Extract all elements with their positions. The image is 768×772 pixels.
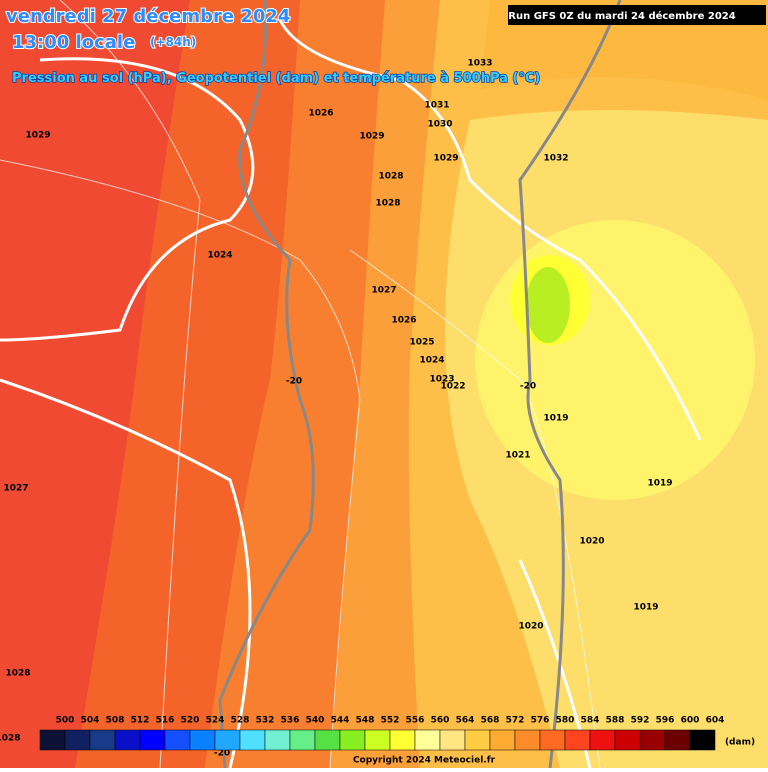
colorbar-cell	[164, 729, 191, 751]
colorbar-cell	[414, 729, 441, 751]
pressure-label: 1033	[467, 59, 492, 69]
colorbar-label: 512	[131, 716, 150, 726]
pressure-label: 1028	[0, 734, 21, 744]
pressure-label: 1022	[440, 382, 465, 392]
colorbar-label: 556	[406, 716, 425, 726]
colorbar-cell	[689, 729, 716, 751]
colorbar-label: 548	[356, 716, 375, 726]
colorbar-label: 524	[206, 716, 225, 726]
pressure-label: 1021	[505, 451, 530, 461]
run-info: Run GFS 0Z du mardi 24 décembre 2024	[508, 10, 735, 22]
colorbar-cell	[264, 729, 291, 751]
colorbar-cell	[664, 729, 691, 751]
colorbar-label: 508	[106, 716, 125, 726]
colorbar-cell	[39, 729, 66, 751]
colorbar-cell	[364, 729, 391, 751]
pressure-label: 1026	[308, 109, 333, 119]
colorbar-cell	[439, 729, 466, 751]
pressure-label: 1019	[633, 603, 658, 613]
colorbar-label: 584	[581, 716, 600, 726]
pressure-label: 1030	[427, 120, 452, 130]
pressure-label: 1023	[429, 375, 454, 385]
colorbar-cell	[539, 729, 566, 751]
colorbar-cell	[514, 729, 541, 751]
lead: (+84h)	[150, 35, 196, 49]
colorbar-cell	[214, 729, 241, 751]
pressure-label: 1029	[433, 154, 458, 164]
pressure-label: 1027	[3, 484, 28, 494]
colorbar-cell	[339, 729, 366, 751]
subtitle: Pression au sol (hPa), Geopotentiel (dam…	[12, 71, 540, 86]
colorbar-label: 568	[481, 716, 500, 726]
colorbar-cell	[564, 729, 591, 751]
pressure-label: 1032	[543, 154, 568, 164]
colorbar-cell	[189, 729, 216, 751]
colorbar-cell	[464, 729, 491, 751]
pressure-label: 1027	[371, 286, 396, 296]
colorbar-label: 580	[556, 716, 575, 726]
copyright: Copyright 2024 Meteociel.fr	[353, 756, 496, 766]
pressure-label: 1020	[518, 622, 543, 632]
pressure-label: -20	[520, 382, 536, 392]
colorbar-label: 572	[506, 716, 525, 726]
colorbar-label: 604	[706, 716, 725, 726]
colorbar-label: 588	[606, 716, 625, 726]
colorbar-cell	[89, 729, 116, 751]
colorbar-cell	[389, 729, 416, 751]
colorbar-label: 536	[281, 716, 300, 726]
pressure-label: 1019	[543, 414, 568, 424]
zone	[526, 267, 570, 343]
colorbar-label: 532	[256, 716, 275, 726]
colorbar-cell	[489, 729, 516, 751]
colorbar-label: 576	[531, 716, 550, 726]
pressure-label: 1028	[378, 172, 403, 182]
pressure-label: 1025	[409, 338, 434, 348]
pressure-label: 1031	[424, 101, 449, 111]
colorbar-cell	[139, 729, 166, 751]
pressure-label: 1020	[579, 537, 604, 547]
colorbar-label: 540	[306, 716, 325, 726]
isotherm	[218, 0, 315, 769]
pressure-label: 1029	[25, 131, 50, 141]
pressure-label: 1028	[5, 669, 30, 679]
colorbar-label: 520	[181, 716, 200, 726]
colorbar-label: 600	[681, 716, 700, 726]
colorbar-label: 564	[456, 716, 475, 726]
colorbar-label: 528	[231, 716, 250, 726]
colorbar-cell	[614, 729, 641, 751]
colorbar-label: 560	[431, 716, 450, 726]
colorbar-label: 500	[56, 716, 75, 726]
colorbar-cell	[114, 729, 141, 751]
colorbar-label: 504	[81, 716, 100, 726]
colorbar-cell	[64, 729, 91, 751]
pressure-label: 1019	[647, 479, 672, 489]
colorbar-cell	[239, 729, 266, 751]
isolines-thin	[0, 0, 601, 769]
colorbar-label: 592	[631, 716, 650, 726]
run-box	[508, 5, 766, 25]
colorbar-label: 552	[381, 716, 400, 726]
isotherm	[518, 0, 622, 769]
unit: (dam)	[725, 738, 755, 748]
colorbar-label: 516	[156, 716, 175, 726]
colorbar-cell	[639, 729, 666, 751]
pressure-label: 1028	[375, 199, 400, 209]
colorbar-cell	[289, 729, 316, 751]
pressure-label: 1026	[391, 316, 416, 326]
pressure-label: -20	[286, 377, 302, 387]
pressure-label: 1029	[359, 132, 384, 142]
colorbar-cell	[589, 729, 616, 751]
pressure-label: 1024	[207, 251, 232, 261]
pressure-label: 1024	[419, 356, 444, 366]
colorbar-label: 596	[656, 716, 675, 726]
date: vendredi 27 décembre 2024	[6, 6, 290, 27]
time: 13:00 locale	[12, 32, 135, 53]
colorbar-label: 544	[331, 716, 350, 726]
colorbar-cell	[314, 729, 341, 751]
pressure-label: -20	[214, 749, 230, 759]
